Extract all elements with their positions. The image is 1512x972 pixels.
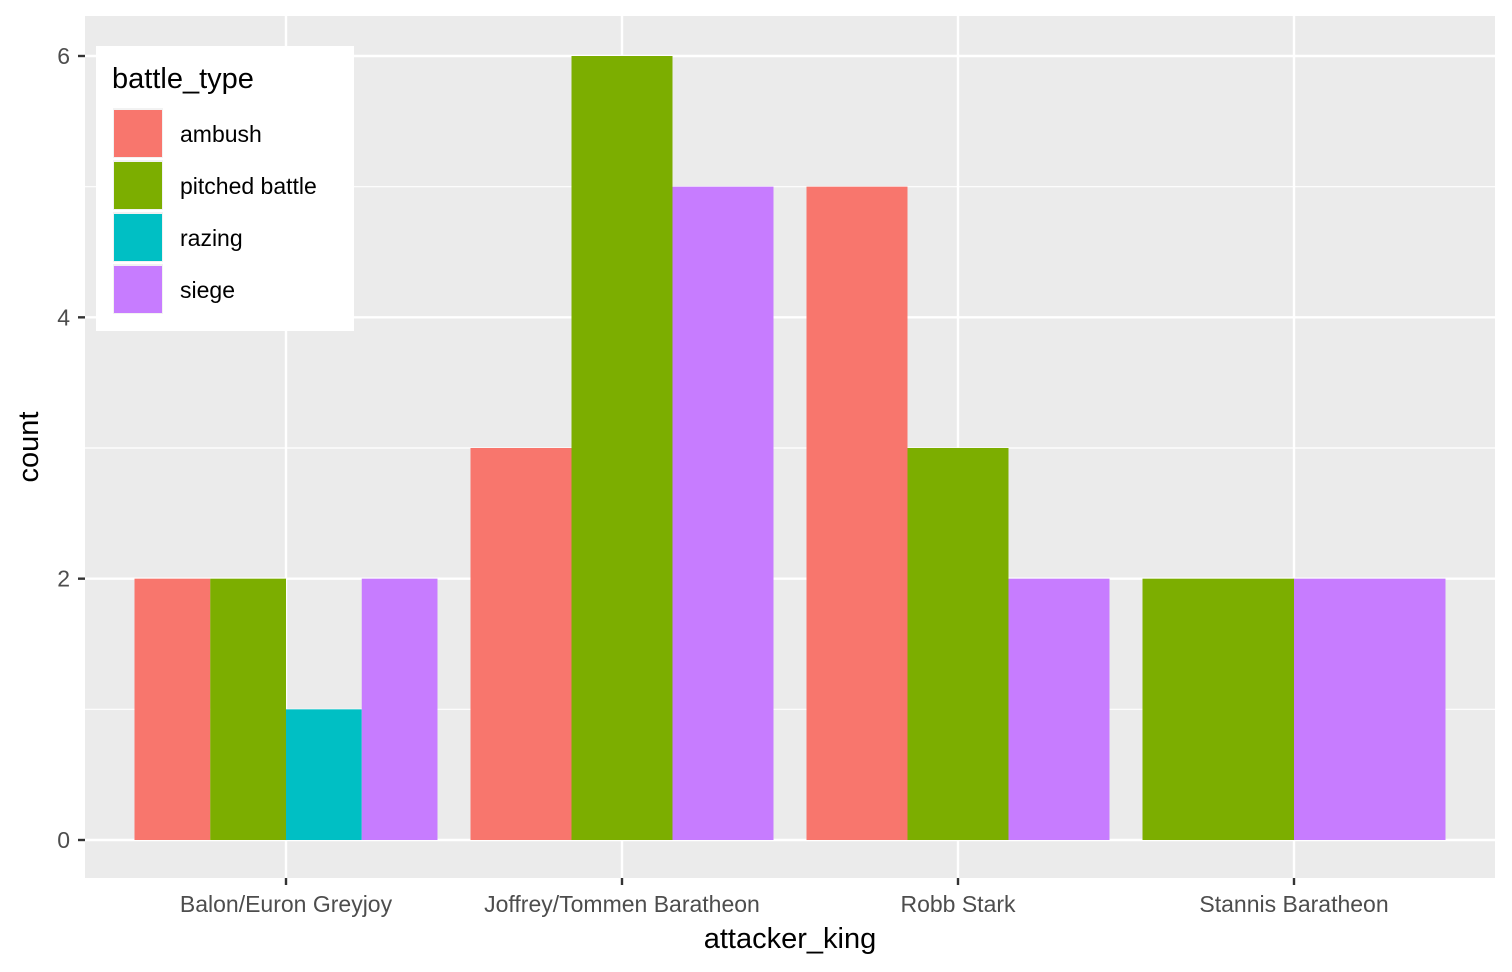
bar-siege-0 <box>361 578 438 840</box>
legend-label-pitched-battle: pitched battle <box>180 173 317 199</box>
y-tick-label: 4 <box>57 304 70 330</box>
bar-siege-3 <box>1294 578 1446 840</box>
bar-razing-0 <box>286 709 362 840</box>
y-tick-label: 0 <box>57 827 70 853</box>
x-tick-label: Robb Stark <box>900 891 1016 917</box>
y-axis-title: count <box>13 412 45 483</box>
legend-swatch-razing <box>114 214 162 261</box>
bar-pitched-battle-0 <box>210 578 286 840</box>
bar-ambush-1 <box>470 448 572 840</box>
legend: battle_type ambush pitched battle razing si… <box>96 46 354 331</box>
x-tick-label: Balon/Euron Greyjoy <box>180 891 393 917</box>
legend-label-ambush: ambush <box>180 121 262 147</box>
bar-pitched-battle-1 <box>571 56 673 840</box>
bar-siege-1 <box>672 186 774 840</box>
legend-title: battle_type <box>112 63 254 95</box>
bars <box>134 56 1446 840</box>
y-tick-label: 2 <box>57 566 70 592</box>
legend-items: ambush pitched battle razing siege <box>113 108 317 314</box>
legend-label-razing: razing <box>180 225 243 251</box>
x-tick-label: Stannis Baratheon <box>1199 891 1388 917</box>
y-axis: 0 2 4 6 <box>57 43 85 853</box>
y-tick-label: 6 <box>57 43 70 69</box>
x-tick-label: Joffrey/Tommen Baratheon <box>484 891 760 917</box>
legend-swatch-siege <box>114 266 162 313</box>
x-axis: Balon/Euron Greyjoy Joffrey/Tommen Barath… <box>180 878 1389 917</box>
legend-label-siege: siege <box>180 277 235 303</box>
bar-pitched-battle-2 <box>907 448 1009 840</box>
bar-ambush-2 <box>806 186 908 840</box>
bar-ambush-0 <box>134 578 211 840</box>
legend-swatch-pitched-battle <box>114 162 162 209</box>
bar-pitched-battle-3 <box>1142 578 1294 840</box>
x-axis-title: attacker_king <box>704 923 877 955</box>
legend-swatch-ambush <box>114 110 162 157</box>
bar-siege-2 <box>1008 578 1110 840</box>
